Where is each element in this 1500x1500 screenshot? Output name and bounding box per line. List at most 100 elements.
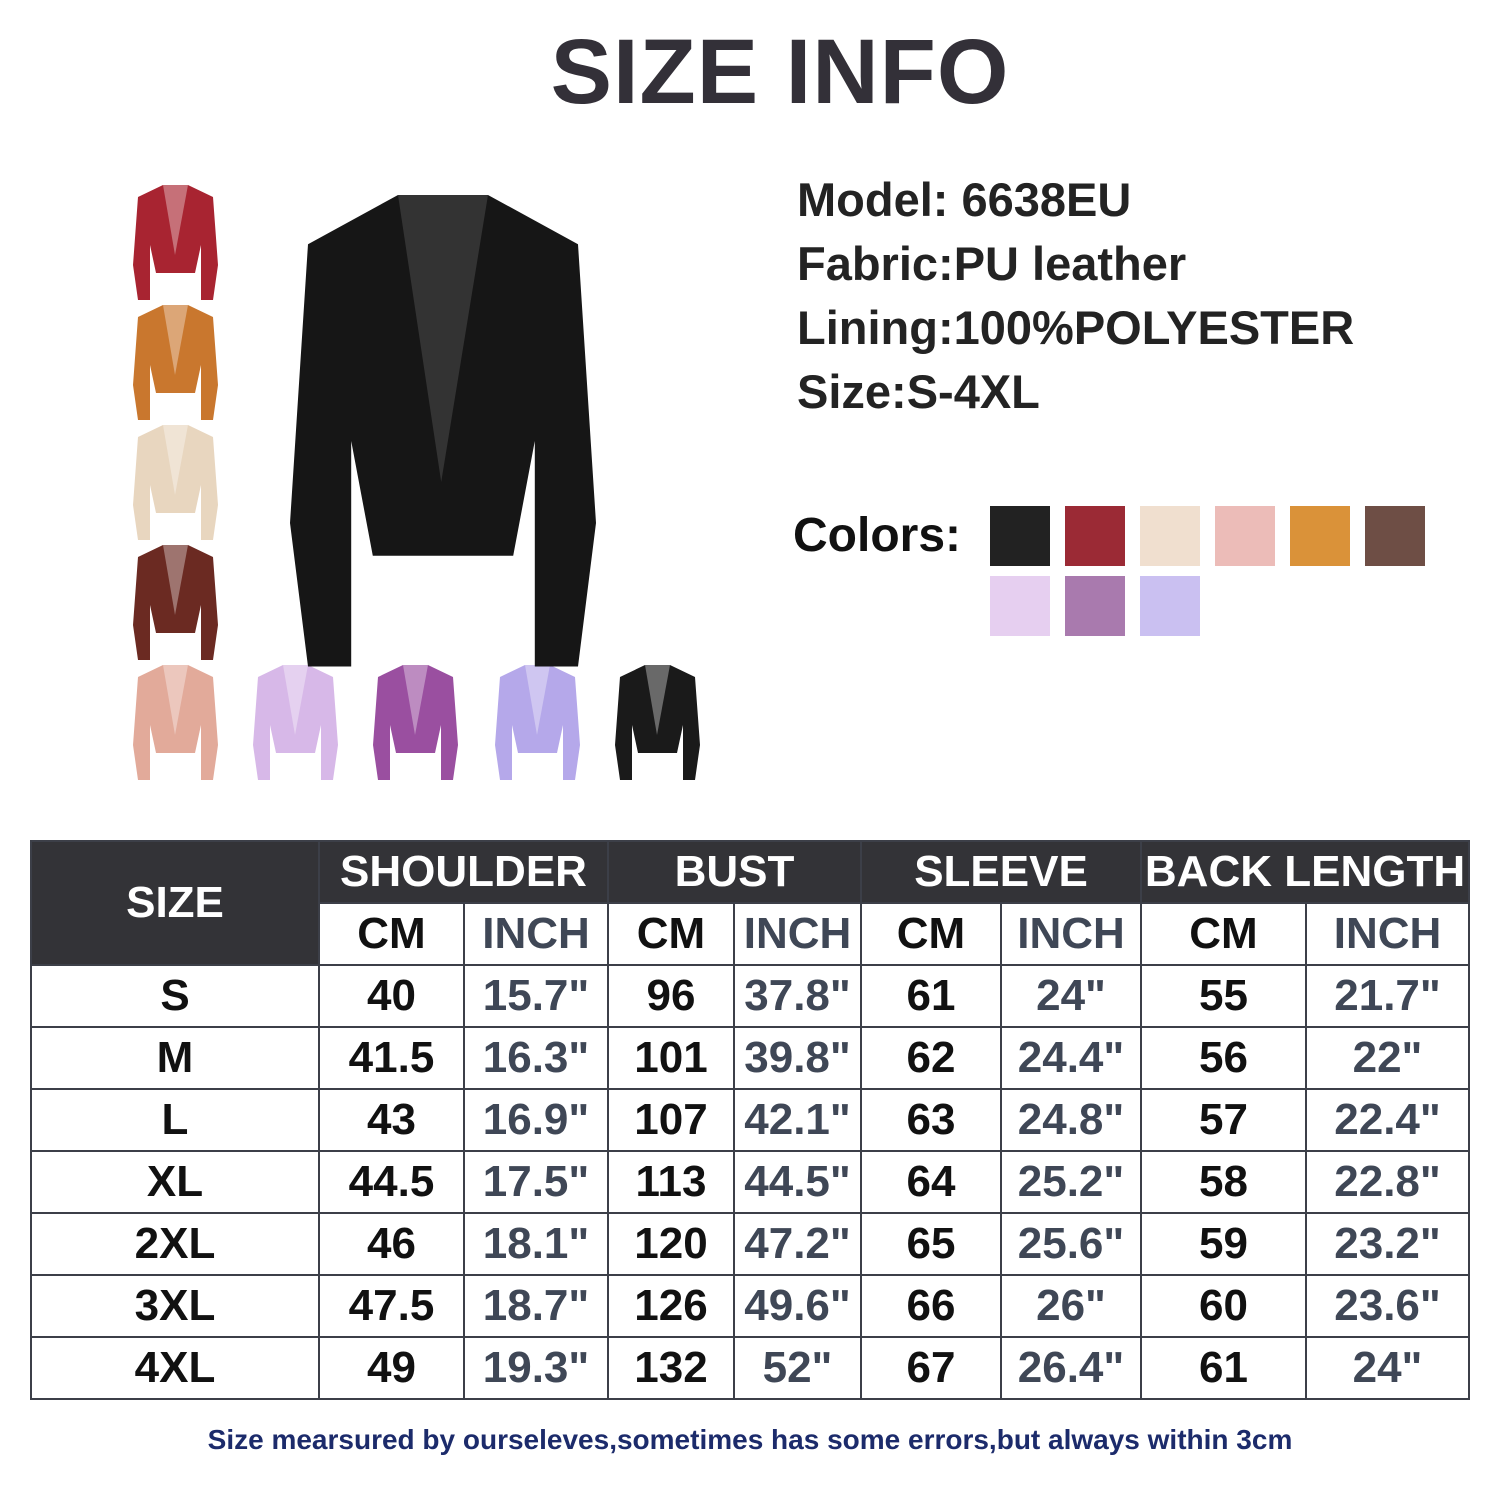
jacket-thumb	[133, 185, 218, 300]
size-table: SIZE SHOULDER BUST SLEEVE BACK LENGTH CM INCH C…	[30, 840, 1470, 1400]
size-row: 4XL 49 19.3" 132 52" 67 26.4" 61 24"	[30, 1336, 1470, 1400]
value-cell: 22"	[1305, 1026, 1470, 1090]
value-cell: 61	[860, 964, 1002, 1028]
value-cell: 56	[1140, 1026, 1307, 1090]
value-cell: 43	[318, 1088, 465, 1152]
value-cell: 107	[607, 1088, 735, 1152]
group-header: BUST	[607, 840, 862, 904]
value-cell: 17.5"	[463, 1150, 609, 1214]
value-cell: 65	[860, 1212, 1002, 1276]
value-cell: 39.8"	[733, 1026, 862, 1090]
value-cell: 19.3"	[463, 1336, 609, 1400]
jacket-main	[290, 195, 596, 667]
color-swatch	[1215, 506, 1275, 566]
value-cell: 59	[1140, 1212, 1307, 1276]
title: SIZE INFO	[550, 21, 1010, 123]
value-cell: 55	[1140, 964, 1307, 1028]
jacket-thumb	[133, 305, 218, 420]
value-cell: 49	[318, 1336, 465, 1400]
color-swatch	[1065, 576, 1125, 636]
value-cell: 24"	[1305, 1336, 1470, 1400]
group-header: SLEEVE	[860, 840, 1142, 904]
size-header: SIZE	[30, 840, 320, 966]
jacket-thumb	[373, 665, 458, 780]
value-cell: 44.5	[318, 1150, 465, 1214]
spec-line: Model: 6638EU	[797, 173, 1132, 226]
footnote: Size mearsured by ourseleves,sometimes h…	[207, 1424, 1293, 1455]
subheader: CM	[607, 902, 735, 966]
value-cell: 23.6"	[1305, 1274, 1470, 1338]
value-cell: 47.2"	[733, 1212, 862, 1276]
subheader: CM	[860, 902, 1002, 966]
size-cell: 2XL	[30, 1212, 320, 1276]
value-cell: 101	[607, 1026, 735, 1090]
subheader: INCH	[463, 902, 609, 966]
size-row: S 40 15.7" 96 37.8" 61 24" 55 21.7"	[30, 964, 1470, 1028]
subheader: CM	[318, 902, 465, 966]
size-row: XL 44.5 17.5" 113 44.5" 64 25.2" 58 22.8"	[30, 1150, 1470, 1214]
value-cell: 58	[1140, 1150, 1307, 1214]
jacket-thumb	[133, 425, 218, 540]
size-cell: 4XL	[30, 1336, 320, 1400]
value-cell: 37.8"	[733, 964, 862, 1028]
value-cell: 25.6"	[1000, 1212, 1142, 1276]
value-cell: 52"	[733, 1336, 862, 1400]
size-row: 2XL 46 18.1" 120 47.2" 65 25.6" 59 23.2"	[30, 1212, 1470, 1276]
size-row: 3XL 47.5 18.7" 126 49.6" 66 26" 60 23.6"	[30, 1274, 1470, 1338]
size-row: L 43 16.9" 107 42.1" 63 24.8" 57 22.4"	[30, 1088, 1470, 1152]
value-cell: 132	[607, 1336, 735, 1400]
jacket-thumb	[133, 545, 218, 660]
value-cell: 47.5	[318, 1274, 465, 1338]
value-cell: 23.2"	[1305, 1212, 1470, 1276]
value-cell: 24"	[1000, 964, 1142, 1028]
value-cell: 26"	[1000, 1274, 1142, 1338]
color-swatch	[1290, 506, 1350, 566]
colors-label: Colors:	[793, 509, 961, 562]
size-cell: M	[30, 1026, 320, 1090]
value-cell: 24.8"	[1000, 1088, 1142, 1152]
value-cell: 49.6"	[733, 1274, 862, 1338]
value-cell: 61	[1140, 1336, 1307, 1400]
value-cell: 41.5	[318, 1026, 465, 1090]
header-row: SIZE SHOULDER BUST SLEEVE BACK LENGTH	[30, 840, 1470, 966]
value-cell: 96	[607, 964, 735, 1028]
value-cell: 15.7"	[463, 964, 609, 1028]
value-cell: 120	[607, 1212, 735, 1276]
jacket-thumb	[615, 665, 700, 780]
subheader: INCH	[1000, 902, 1142, 966]
jacket-thumb	[133, 665, 218, 780]
table-body: SIZE SHOULDER BUST SLEEVE BACK LENGTH CM INCH C…	[30, 840, 1470, 1400]
value-cell: 22.8"	[1305, 1150, 1470, 1214]
subheader: CM	[1140, 902, 1307, 966]
jacket-thumb	[253, 665, 338, 780]
value-cell: 18.7"	[463, 1274, 609, 1338]
value-cell: 22.4"	[1305, 1088, 1470, 1152]
value-cell: 67	[860, 1336, 1002, 1400]
color-swatch	[1365, 506, 1425, 566]
value-cell: 126	[607, 1274, 735, 1338]
color-swatch	[1140, 576, 1200, 636]
value-cell: 46	[318, 1212, 465, 1276]
value-cell: 64	[860, 1150, 1002, 1214]
spec-line: Lining:100%POLYESTER	[797, 301, 1355, 354]
subheader-row: CM INCH CM INCH CM INCH CM INCH	[31, 902, 1470, 966]
value-cell: 113	[607, 1150, 735, 1214]
color-swatch	[990, 506, 1050, 566]
value-cell: 16.9"	[463, 1088, 609, 1152]
value-cell: 16.3"	[463, 1026, 609, 1090]
value-cell: 57	[1140, 1088, 1307, 1152]
value-cell: 42.1"	[733, 1088, 862, 1152]
color-swatch	[1065, 506, 1125, 566]
value-cell: 40	[318, 964, 465, 1028]
value-cell: 63	[860, 1088, 1002, 1152]
jacket-images	[133, 185, 700, 780]
group-header: SHOULDER	[318, 840, 609, 904]
jacket-thumb	[495, 665, 580, 780]
size-row: M 41.5 16.3" 101 39.8" 62 24.4" 56 22"	[30, 1026, 1470, 1090]
group-header: BACK LENGTH	[1140, 840, 1470, 904]
value-cell: 60	[1140, 1274, 1307, 1338]
value-cell: 62	[860, 1026, 1002, 1090]
color-swatch	[990, 576, 1050, 636]
